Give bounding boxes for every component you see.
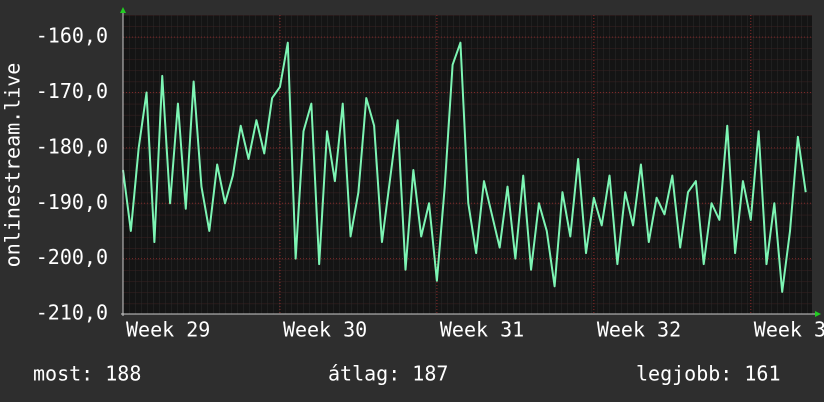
y-tick-label: -170,0 [36,79,108,103]
footer-stat: legjobb: 161 [636,362,781,386]
minor-grid [123,15,812,314]
x-tick-label: Week 32 [597,318,681,342]
y-axis-arrow [120,7,126,13]
footer-stat: most: 188 [33,362,141,386]
x-tick-label: Week 29 [126,318,210,342]
x-tick-label: Week 33 [754,318,824,342]
marks [122,41,807,293]
y-axis-label: onlinestream.live [1,63,25,268]
series-line [122,41,807,293]
y-tick-label: -160,0 [36,24,108,48]
x-axis-arrow [815,311,821,317]
x-tick-label: Week 30 [283,318,367,342]
footer-stat: átlag: 187 [328,362,448,386]
y-tick-label: -180,0 [36,134,108,158]
y-tick-label: -190,0 [36,190,108,214]
x-tick-label: Week 31 [440,318,524,342]
y-tick-label: -200,0 [36,245,108,269]
y-tick-label: -210,0 [36,301,108,325]
